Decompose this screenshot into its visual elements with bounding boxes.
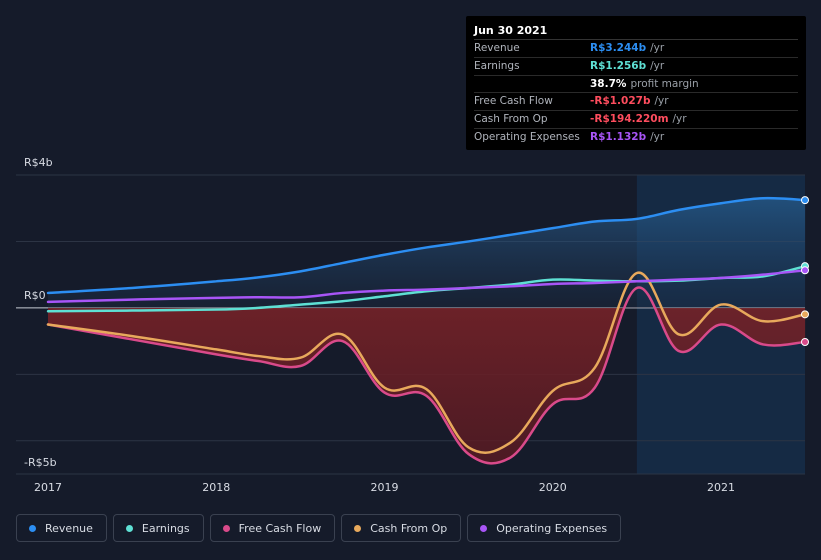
tooltip-row: Revenue R$3.244b/yr — [474, 40, 798, 58]
revenue-line — [46, 196, 807, 295]
tooltip-row-label: Cash From Op — [474, 113, 548, 126]
revenue-end-point — [801, 196, 809, 205]
operating-expenses-line — [46, 269, 807, 304]
legend-label: Operating Expenses — [496, 521, 608, 535]
x-tick-label: 2018 — [202, 481, 230, 494]
legend-dot-icon — [125, 524, 133, 532]
free-cash-flow-area — [48, 307, 806, 464]
tooltip-row-suffix: /yr — [650, 130, 665, 143]
legend-item-revenue[interactable]: Revenue — [16, 514, 107, 542]
cash-from-op-line — [46, 271, 807, 454]
tooltip-row-value: R$3.244b — [590, 42, 647, 54]
legend-item-cash-from-op[interactable]: Cash From Op — [341, 514, 462, 542]
tooltip-row-suffix: profit margin — [630, 77, 699, 90]
legend-item-earnings[interactable]: Earnings — [112, 514, 204, 542]
free-cash-flow-end-point — [801, 338, 809, 347]
tooltip-row-suffix: /yr — [672, 113, 687, 126]
tooltip-row: Earnings R$1.256b/yr — [474, 58, 798, 76]
legend-label: Earnings — [141, 521, 190, 535]
tooltip-panel: Jun 30 2021 Revenue R$3.244b/yr Earnings R$… — [466, 16, 806, 150]
tooltip-row-suffix: /yr — [654, 95, 669, 108]
x-tick-label: 2021 — [707, 481, 735, 494]
tooltip-row-label: Operating Expenses — [474, 130, 580, 143]
tooltip-row-label: Free Cash Flow — [474, 95, 553, 108]
tooltip-row-label: Revenue — [474, 42, 520, 54]
financial-chart: R$4b R$0 -R$5b 2017 2018 2019 2020 2021 — [16, 156, 809, 494]
operating-expenses-end-point — [801, 266, 809, 275]
legend-dot-icon — [354, 524, 362, 532]
y-label-bottom: -R$5b — [24, 456, 57, 469]
y-label-zero: R$0 — [24, 289, 46, 302]
tooltip-row-suffix: /yr — [650, 42, 665, 54]
tooltip-date: Jun 30 2021 — [474, 22, 798, 40]
legend-label: Revenue — [45, 521, 93, 535]
tooltip-row-label — [474, 76, 590, 93]
tooltip-row-suffix: /yr — [650, 59, 665, 72]
legend-dot-icon — [480, 524, 488, 532]
x-tick-label: 2020 — [539, 481, 567, 494]
tooltip-row: Operating Expenses R$1.132b/yr — [474, 129, 798, 146]
tooltip-row-value: 38.7% — [590, 77, 627, 90]
legend-item-operating-expenses[interactable]: Operating Expenses — [467, 514, 622, 542]
free-cash-flow-line — [46, 286, 807, 465]
tooltip-row: 38.7% profit margin — [474, 76, 798, 94]
x-tick-label: 2017 — [34, 481, 62, 494]
y-label-top: R$4b — [24, 156, 53, 169]
tooltip-row-value: R$1.132b — [590, 130, 647, 143]
cash-from-op-end-point — [801, 310, 809, 319]
legend-label: Cash From Op — [370, 521, 448, 535]
tooltip-row: Free Cash Flow -R$1.027b/yr — [474, 93, 798, 112]
legend-dot-icon — [29, 524, 36, 532]
legend-label: Free Cash Flow — [238, 521, 322, 535]
tooltip-row-value: -R$1.027b — [590, 95, 651, 108]
tooltip-row-value: -R$194.220m — [590, 113, 669, 126]
tooltip-row-label: Earnings — [474, 59, 520, 72]
legend: Revenue Earnings Free Cash Flow Cash From O… — [16, 514, 622, 542]
tooltip-row: Cash From Op -R$194.220m/yr — [474, 111, 798, 129]
x-tick-label: 2019 — [371, 481, 399, 494]
tooltip-row-value: R$1.256b — [590, 59, 647, 72]
legend-item-free-cash-flow[interactable]: Free Cash Flow — [209, 514, 336, 542]
legend-dot-icon — [222, 524, 230, 532]
